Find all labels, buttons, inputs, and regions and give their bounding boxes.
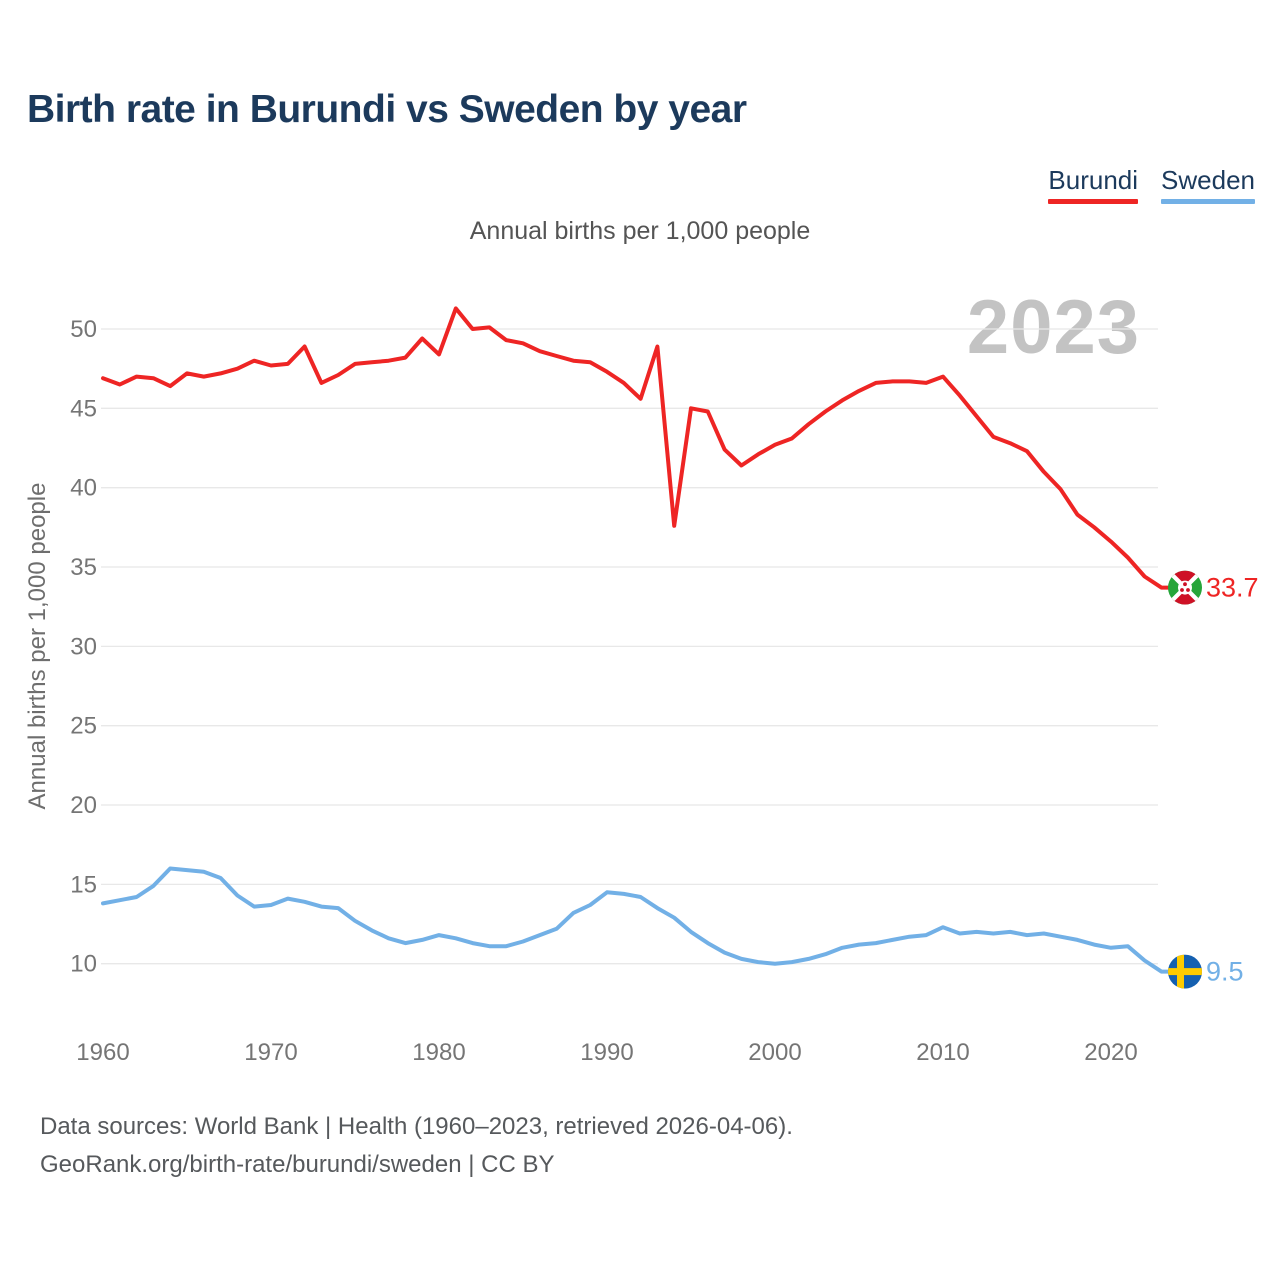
y-tick-label: 35: [70, 554, 97, 581]
legend-underline-sweden: [1161, 199, 1255, 204]
sweden-flag-icon: [1168, 954, 1202, 989]
x-tick-label: 2020: [1084, 1039, 1137, 1066]
legend-label-sweden: Sweden: [1161, 165, 1255, 195]
x-tick-label: 1990: [580, 1039, 633, 1066]
y-axis-title: Annual births per 1,000 people: [24, 483, 51, 810]
y-axis-ticks: 10 15 20 25 30 35 40 45 50: [70, 316, 97, 978]
gridlines: [101, 328, 1158, 965]
x-axis-ticks: 1960 1970 1980 1990 2000 2010 2020: [76, 1039, 1137, 1066]
y-tick-label: 15: [70, 871, 97, 898]
x-tick-label: 2010: [916, 1039, 969, 1066]
legend-item-burundi[interactable]: Burundi: [1048, 165, 1139, 204]
data-source-note: Data sources: World Bank | Health (1960–…: [40, 1108, 793, 1184]
chart-subtitle: Annual births per 1,000 people: [469, 217, 811, 245]
sweden-line: [101, 866, 1178, 974]
x-tick-label: 1970: [244, 1039, 297, 1066]
legend-item-sweden[interactable]: Sweden: [1161, 165, 1255, 204]
y-tick-label: 45: [70, 395, 97, 422]
sweden-end-value-label: 9.5: [1206, 957, 1244, 987]
legend-underline-burundi: [1048, 199, 1139, 204]
burundi-line: [101, 306, 1178, 590]
y-tick-label: 30: [70, 633, 97, 660]
line-chart: 2023 10 15 20 25 30 35 40 45 50 1960 1970 1980 1990…: [24, 285, 1259, 1066]
data-source-line2: GeoRank.org/birth-rate/burundi/sweden | …: [40, 1151, 555, 1178]
y-tick-label: 20: [70, 792, 97, 819]
year-watermark: 2023: [967, 285, 1140, 370]
y-tick-label: 40: [70, 475, 97, 502]
x-tick-label: 2000: [748, 1039, 801, 1066]
legend-label-burundi: Burundi: [1048, 165, 1139, 195]
x-tick-label: 1980: [412, 1039, 465, 1066]
y-tick-label: 25: [70, 713, 97, 740]
page-title: Birth rate in Burundi vs Sweden by year: [27, 88, 747, 131]
x-tick-label: 1960: [76, 1039, 129, 1066]
data-source-line1: Data sources: World Bank | Health (1960–…: [40, 1113, 793, 1140]
burundi-end-value-label: 33.7: [1206, 573, 1259, 603]
legend: Burundi Sweden: [1048, 165, 1255, 204]
burundi-flag-icon: [1168, 570, 1202, 605]
y-tick-label: 50: [70, 316, 97, 343]
y-tick-label: 10: [70, 951, 97, 978]
